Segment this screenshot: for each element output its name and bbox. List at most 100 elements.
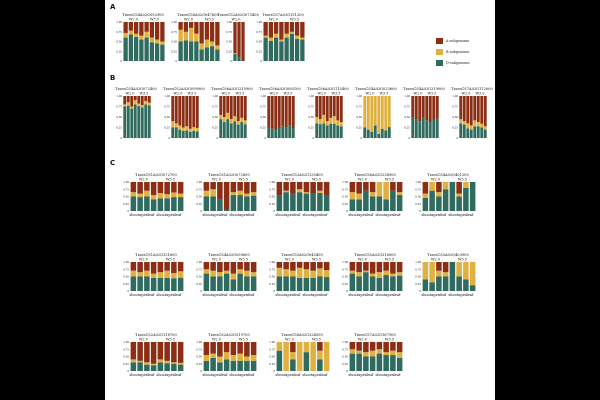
panel-c-chart-11-bar-5-d <box>157 362 164 371</box>
panel-a-chart-4-bar-7-a <box>294 22 300 36</box>
panel-b-chart-6-title: TraesCS4A02G023600 <box>355 87 397 91</box>
panel-b-chart-4-bar-8-d <box>291 128 295 138</box>
panel-c-chart-8-group-label-2: W3.5 <box>312 258 321 262</box>
panel-c-chart-11-ytick-2: 0.50 <box>123 355 129 359</box>
panel-b-chart-4-ytick-2: 0.50 <box>260 115 266 119</box>
panel-c-chart-8-bar-8-a <box>323 262 330 271</box>
panel-a-chart-1-bar-6-a <box>149 22 155 38</box>
panel-b-chart-4-bar-6-d <box>284 127 288 138</box>
figure-canvas: A TraesCS4A02G092900 W2.0 W3.5 0 0.25 0.50 0.75… <box>105 0 495 400</box>
panel-c-chart-2-ytick-4: 1.00 <box>196 180 202 184</box>
panel-c-chart-4-xcat-3: shootapex <box>375 213 394 217</box>
panel-c-chart-7-bar-1-d <box>203 273 210 291</box>
panel-c-chart-13-ytick-1: 0.25 <box>269 362 275 366</box>
panel-b-chart-3-bar-1-b <box>219 114 223 120</box>
panel-a-chart-2-bar-7-a <box>209 22 215 42</box>
panel-c-chart-5-bar-4-b <box>442 182 449 190</box>
panel-b-chart-5-group-label-2: W3.5 <box>332 92 341 96</box>
panel-a-chart-1-bar-4-a <box>139 22 144 36</box>
panel-c-chart-8-bar-3-a <box>290 262 296 271</box>
panel-a-chart-2-bar-4-a <box>194 22 199 34</box>
panel-c-chart-12-bar-5-d <box>230 360 237 371</box>
panel-b-chart-6-ytick-2: 0.50 <box>356 115 362 119</box>
panel-c-chart-6-bar-5-b <box>157 272 164 278</box>
panel-c-chart-7-title: TraesCS4A02G059600 <box>208 253 250 257</box>
panel-c-chart-9-bar-7-d <box>390 276 396 291</box>
panel-a-chart-2-bar-2-b <box>183 31 189 41</box>
panel-a-chart-2-ytick-0: 0 <box>175 59 177 63</box>
panel-c-chart-12-bar-6-a <box>237 342 243 354</box>
panel-c-chart-8-bar-4-b <box>296 267 303 278</box>
panel-c-chart-2-ytick-3: 0.75 <box>196 187 202 191</box>
panel-b-chart-6-bar-5-b <box>377 96 381 134</box>
panel-a-chart-2-bar-7-b <box>209 41 215 47</box>
panel-c-chart-1-xcat-2: leaf <box>148 213 155 217</box>
panel-b-chart-7-ytick-0: 0 <box>408 136 410 140</box>
panel-c-chart-9-group-label-2: W3.5 <box>385 258 394 262</box>
panel-b-chart-1-bar-7-b <box>144 101 148 105</box>
panel-c-chart-14-ytick-1: 0.25 <box>342 362 348 366</box>
panel-b-chart-8-bar-7-b <box>480 123 484 128</box>
panel-c-chart-10-group-label-2: W3.5 <box>458 258 467 262</box>
panel-a-chart-4-bar-3-b <box>273 33 279 38</box>
panel-a-chart-1-bar-8-a <box>160 22 165 42</box>
panel-c-chart-1-bar-2-a <box>137 182 143 194</box>
panel-c-chart-11-bar-8-b <box>177 362 184 365</box>
panel-c-chart-3-bar-7-b <box>317 190 323 194</box>
panel-c-chart-3-bar-2-d <box>283 192 289 211</box>
panel-b-chart-5-bar-6-d <box>332 123 336 138</box>
panel-a-chart-1-bar-4-d <box>139 39 144 61</box>
panel-c-chart-11-bar-4-a <box>150 342 157 364</box>
panel-c-chart-9-ytick-0: 0 <box>346 289 348 293</box>
panel-a-chart-1-bar-1-a <box>123 22 128 33</box>
panel-b-chart-4-bar-5-a <box>281 96 285 127</box>
panel-b-chart-6-bar-8-d <box>387 127 391 138</box>
panel-c-chart-13-xcat-1: shootapex <box>275 373 294 377</box>
panel-c-chart-1-bar-7-b <box>171 192 177 198</box>
panel-a-chart-2-ytick-3: 0.75 <box>171 30 177 34</box>
panel-c-chart-8-ytick-3: 0.75 <box>269 267 275 271</box>
panel-b-chart-5-title: TraesCS6A02G115400 <box>307 87 349 91</box>
panel-c-chart-12-bar-8-a <box>250 342 257 356</box>
panel-b-chart-1-bar-3-a <box>130 96 134 107</box>
panel-c-chart-2-bar-7-d <box>244 196 250 211</box>
panel-c-chart-3-ytick-4: 1.00 <box>269 180 275 184</box>
panel-c-chart-8-bar-4-a <box>296 262 303 268</box>
panel-b-chart-1-bar-3-d <box>130 108 134 138</box>
panel-c-chart-9-title: TraesCS5A02G316000 <box>354 253 396 257</box>
panel-b-chart-1-bar-4-a <box>133 96 137 101</box>
panel-b-chart-7-bar-7-d <box>432 119 436 138</box>
panel-c-chart-13-group-label-1: W2.0 <box>285 338 294 342</box>
panel-b-chart-6-bar-1-b <box>363 96 367 128</box>
panel-b-chart-1-bar-6-b <box>140 105 144 108</box>
legend-item-d: D-subgenome <box>436 58 492 68</box>
panel-a-chart-1-bar-1-d <box>123 37 128 61</box>
panel-c-chart-11-xcat-2: leaf <box>148 373 155 377</box>
panel-b-chart-1-bar-6-d <box>140 107 144 138</box>
panel-a-chart-1-bar-2-b <box>128 30 134 35</box>
panel-c-chart-12-ytick-4: 1.00 <box>196 340 202 344</box>
panel-c-chart-9-xcat-2: leaf <box>367 293 374 297</box>
panel-c-chart-5-xcat-1: shootapex <box>421 213 440 217</box>
panel-a-chart-1-bar-7-a <box>154 22 160 40</box>
panel-c-chart-1-group-label-2: W3.5 <box>166 178 175 182</box>
panel-c-chart-9-xcat-1: shootapex <box>348 293 367 297</box>
panel-c-chart-10-ytick-1: 0.25 <box>415 282 421 286</box>
panel-b-chart-6-bar-2-d <box>366 129 370 138</box>
panel-c-chart-3-xcat-3: shootapex <box>302 213 321 217</box>
panel-b-chart-3-bar-4-a <box>229 96 233 120</box>
panel-c-chart-7-bar-7-a <box>244 262 250 271</box>
panel-c-chart-8-bar-7-a <box>317 262 323 269</box>
panel-c-chart-2-bar-2-a <box>210 182 216 190</box>
panel-c-chart-13-bar-5-b <box>303 342 310 353</box>
panel-b-chart-6-group-label-1: W2.0 <box>366 92 375 96</box>
panel-c-chart-2-bar-1-d <box>203 196 210 211</box>
panel-c-chart-11-ytick-0: 0 <box>127 369 129 373</box>
panel-c-chart-13-bar-3-a <box>290 342 296 353</box>
panel-c-chart-14-bar-6-b <box>383 352 389 356</box>
panel-c-chart-9-bar-2-a <box>356 262 362 273</box>
panel-c-chart-1-ytick-2: 0.50 <box>123 195 129 199</box>
panel-c-chart-3-group-label-1: W2.0 <box>285 178 294 182</box>
panel-b-chart-2-bar-6-a <box>188 96 192 129</box>
